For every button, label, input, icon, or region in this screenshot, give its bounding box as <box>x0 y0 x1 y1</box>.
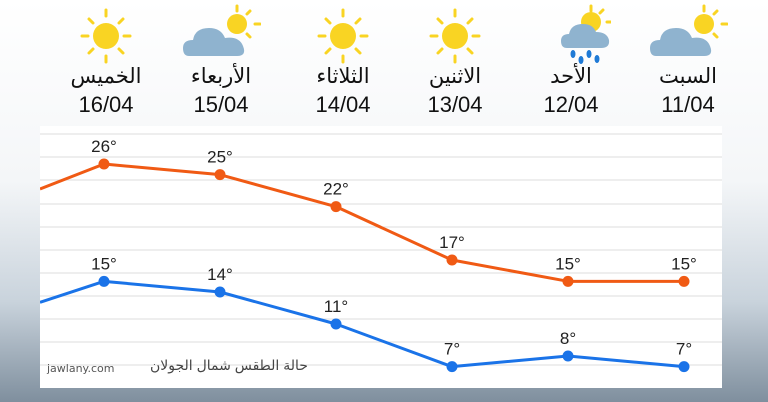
high-temperature-point <box>98 158 110 170</box>
day-name: الثلاثاء <box>316 65 370 88</box>
high-temperature-label: 22° <box>323 180 349 199</box>
temperature-chart: 26° 25° 22° 17° 15° 15° 15° 14° 11° 7° 8° 7° <box>40 126 722 388</box>
sun-icon <box>303 4 383 68</box>
sun-icon <box>66 4 146 68</box>
sun-icon <box>415 4 495 68</box>
low-temperature-label: 8° <box>560 329 576 348</box>
high-temperature-line <box>40 162 684 283</box>
day-column: الأربعاء 15/04 <box>163 0 279 126</box>
day-date: 13/04 <box>427 92 483 117</box>
high-temperature-point <box>446 254 458 266</box>
day-column: الخميس 16/04 <box>48 0 164 126</box>
high-temperature-label: 15° <box>671 254 697 273</box>
temperature-chart-svg: 26° 25° 22° 17° 15° 15° 15° 14° 11° 7° 8° 7° <box>40 133 722 373</box>
low-temperature-point <box>562 350 574 362</box>
low-temperature-label: 14° <box>207 265 233 284</box>
day-column: الاثنين 13/04 <box>397 0 513 126</box>
day-column: الثلاثاء 14/04 <box>285 0 401 126</box>
low-temperature-label: 11° <box>324 297 348 316</box>
chart-caption: حالة الطقس شمال الجولان <box>150 357 308 373</box>
low-temperature-label: 7° <box>676 340 692 359</box>
high-temperature-label: 17° <box>439 233 465 252</box>
day-name: الاثنين <box>428 65 482 88</box>
day-date: 12/04 <box>543 92 599 117</box>
day-date: 14/04 <box>315 92 371 117</box>
day-date: 16/04 <box>78 92 134 117</box>
forecast-header: الخميس 16/04 الأربعاء 15/04 <box>0 0 768 126</box>
high-temperature-point <box>678 275 690 287</box>
day-date: 11/04 <box>661 92 715 117</box>
low-temperature-label: 7° <box>444 340 460 359</box>
low-temperature-point <box>678 361 690 373</box>
day-column: الأحد 12/04 <box>513 0 629 126</box>
day-column: السبت 11/04 <box>630 0 746 126</box>
day-name: الأحد <box>550 65 592 88</box>
site-watermark: jawlany.com <box>47 362 115 375</box>
low-temperature-point <box>98 275 110 287</box>
high-temperature-point <box>330 201 342 213</box>
high-temperature-point <box>214 169 226 181</box>
day-name: السبت <box>659 65 717 88</box>
low-temperature-line <box>40 279 685 369</box>
low-temperature-point <box>214 286 226 298</box>
low-temperature-point <box>330 318 342 330</box>
high-temperature-label: 26° <box>91 137 117 156</box>
low-temperature-point <box>446 361 458 373</box>
partly-cloudy-icon <box>648 4 729 68</box>
day-date: 15/04 <box>193 92 249 117</box>
high-temperature-point <box>562 275 574 287</box>
high-temperature-label: 25° <box>207 148 233 167</box>
rain-cloud-sun-icon <box>531 4 613 68</box>
low-temperature-label: 15° <box>91 254 117 273</box>
day-name: الأربعاء <box>190 65 252 88</box>
day-name: الخميس <box>70 65 142 88</box>
partly-cloudy-icon <box>181 4 262 68</box>
high-temperature-label: 15° <box>555 254 581 273</box>
